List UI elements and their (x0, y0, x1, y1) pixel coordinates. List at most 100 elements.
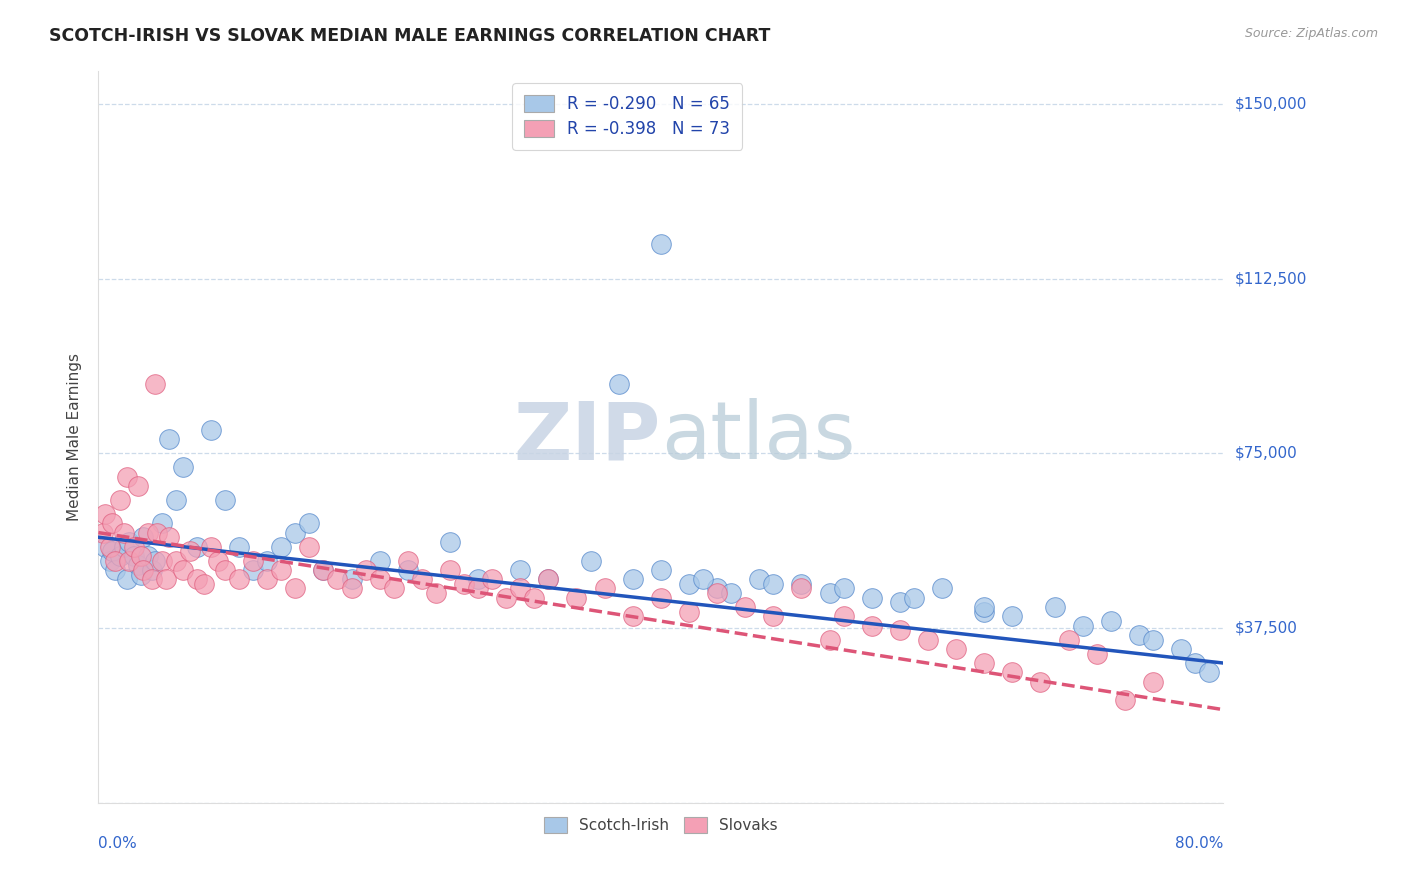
Point (1142, 632, 1164, 647)
Point (748, 572, 770, 586)
Point (481, 572, 503, 586)
Point (193, 577, 215, 591)
Point (132, 563, 155, 577)
Point (127, 558, 149, 573)
Point (467, 572, 489, 586)
Point (368, 572, 391, 586)
Point (396, 563, 419, 577)
Point (91, 525, 114, 540)
Point (270, 540, 292, 554)
Point (832, 609, 855, 624)
Point (1198, 665, 1220, 680)
Point (1114, 693, 1136, 707)
Point (200, 423, 222, 437)
Point (242, 553, 264, 567)
Point (692, 572, 714, 586)
Point (141, 572, 163, 586)
Point (141, 563, 163, 577)
Point (565, 591, 588, 605)
Point (917, 632, 939, 647)
Point (186, 572, 208, 586)
Point (270, 563, 292, 577)
Point (256, 553, 278, 567)
Point (439, 535, 461, 549)
Point (172, 563, 194, 577)
Legend: Scotch-Irish, Slovaks: Scotch-Irish, Slovaks (537, 811, 785, 839)
Point (354, 563, 377, 577)
Text: $37,500: $37,500 (1234, 621, 1298, 636)
Point (108, 549, 131, 563)
Point (98, 553, 121, 567)
Point (509, 582, 531, 596)
Point (115, 572, 138, 586)
Point (650, 591, 672, 605)
Point (621, 609, 644, 624)
Point (94, 507, 117, 521)
Point (1029, 674, 1052, 689)
Point (118, 535, 141, 549)
Point (214, 563, 236, 577)
Point (903, 591, 925, 605)
Point (453, 577, 475, 591)
Point (678, 605, 700, 619)
Point (312, 563, 335, 577)
Point (1001, 609, 1024, 624)
Point (650, 236, 672, 251)
Text: ZIP: ZIP (513, 398, 661, 476)
Point (762, 577, 785, 591)
Point (579, 553, 602, 567)
Point (1099, 614, 1122, 628)
Point (650, 563, 672, 577)
Point (150, 553, 173, 567)
Point (621, 572, 644, 586)
Point (860, 591, 883, 605)
Point (157, 530, 180, 544)
Point (1085, 647, 1108, 661)
Point (439, 563, 461, 577)
Point (832, 582, 855, 596)
Point (228, 540, 250, 554)
Point (340, 572, 363, 586)
Point (678, 577, 700, 591)
Point (165, 493, 187, 508)
Point (973, 605, 995, 619)
Point (104, 553, 127, 567)
Point (509, 563, 531, 577)
Point (155, 572, 177, 586)
Point (706, 582, 728, 596)
Point (228, 572, 250, 586)
Point (101, 516, 124, 531)
Point (112, 525, 135, 540)
Point (115, 469, 138, 483)
Point (298, 540, 321, 554)
Point (889, 595, 911, 609)
Point (118, 553, 141, 567)
Point (1128, 628, 1150, 642)
Point (973, 600, 995, 615)
Point (298, 516, 321, 531)
Point (396, 553, 419, 567)
Point (186, 540, 208, 554)
Point (368, 553, 391, 567)
Point (326, 572, 349, 586)
Text: $112,500: $112,500 (1234, 271, 1306, 286)
Point (818, 586, 841, 600)
Point (242, 563, 264, 577)
Point (790, 582, 813, 596)
Point (411, 572, 433, 586)
Point (425, 586, 447, 600)
Point (762, 609, 785, 624)
Point (1043, 600, 1066, 615)
Text: atlas: atlas (661, 398, 855, 476)
Point (150, 516, 173, 531)
Point (607, 376, 630, 391)
Point (94, 540, 117, 554)
Point (129, 567, 152, 582)
Point (104, 563, 127, 577)
Point (136, 525, 159, 540)
Point (101, 544, 124, 558)
Point (108, 493, 131, 508)
Point (889, 624, 911, 638)
Point (146, 525, 169, 540)
Point (720, 586, 742, 600)
